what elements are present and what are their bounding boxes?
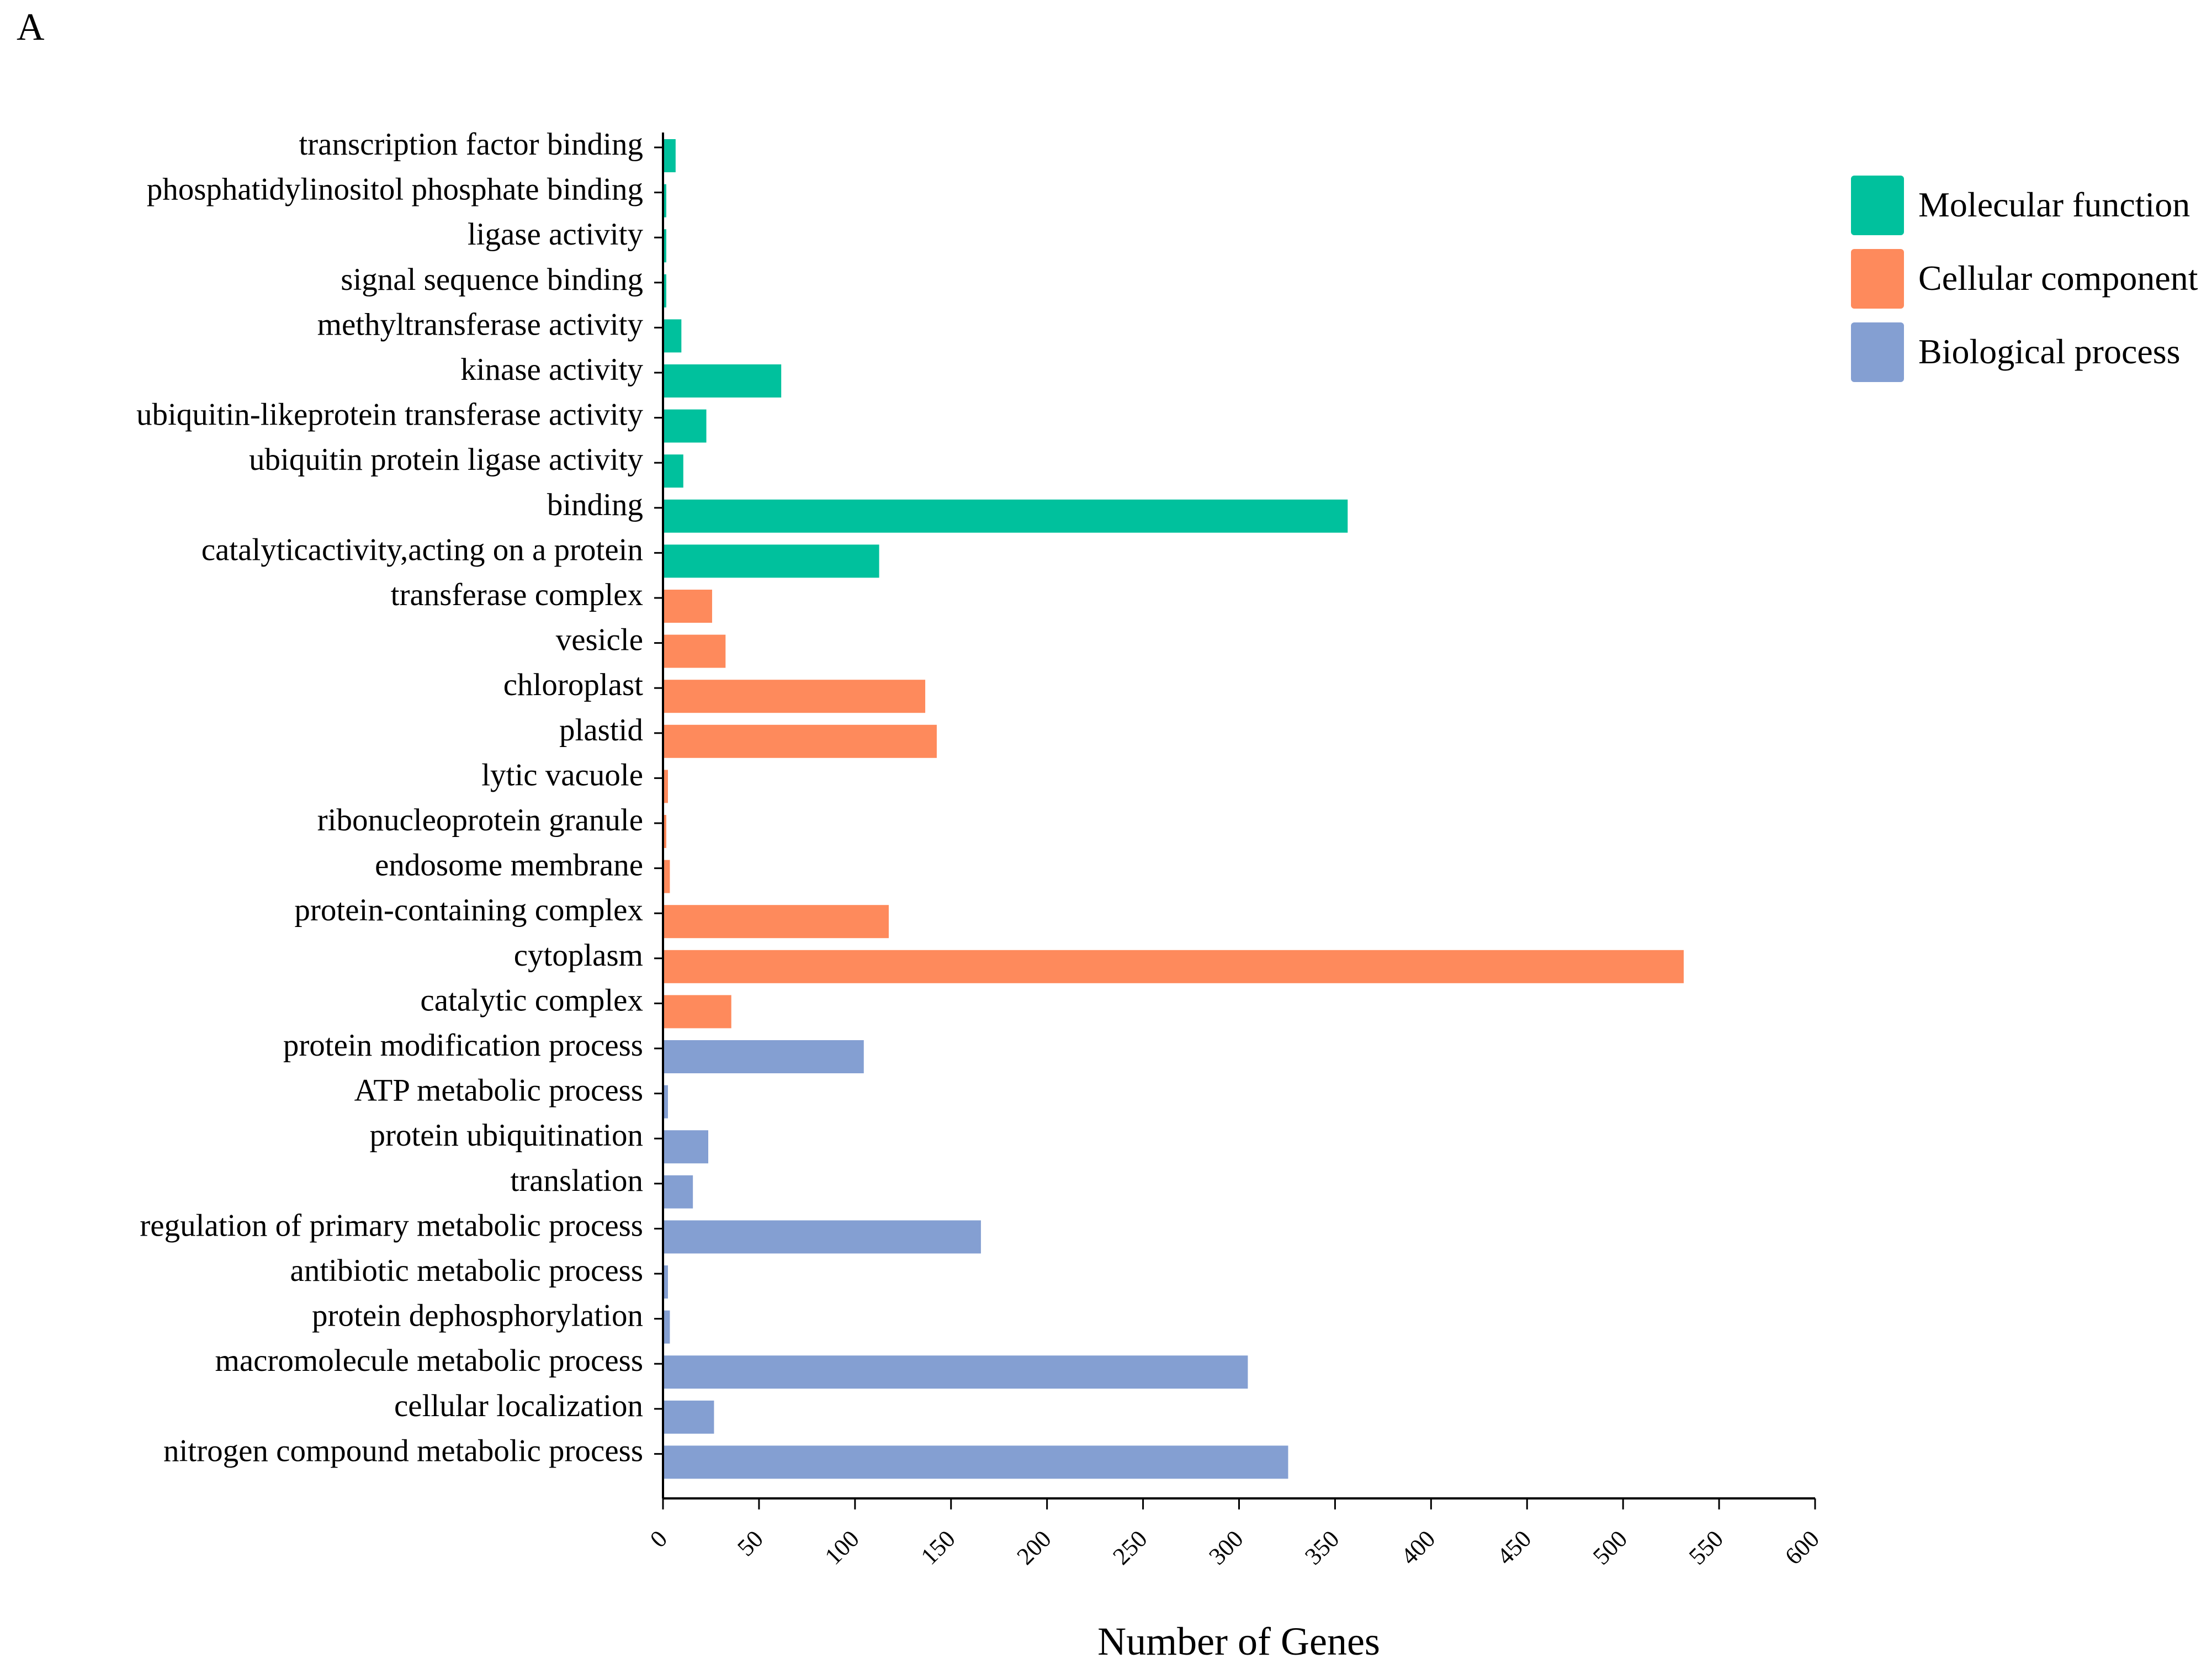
category-label: transcription factor binding [299,127,643,162]
x-tick-label: 600 [1780,1525,1824,1570]
category-label: ubiquitin protein ligase activity [249,442,643,477]
legend-label: Molecular function [1918,185,2190,224]
category-label: methyltransferase activity [317,307,644,342]
x-tick-label: 350 [1299,1525,1344,1570]
panel-label: A [17,6,45,49]
category-label: protein modification process [283,1028,643,1063]
x-tick-label: 150 [916,1525,961,1570]
bar-16 [664,860,670,893]
category-label: signal sequence binding [341,262,643,297]
category-label: transferase complex [391,577,643,612]
legend-swatch [1851,249,1904,309]
x-ticks: 0 50 100 150 200 250 300 350 400 450 500 550 600 [645,1498,1824,1570]
x-tick-label: 400 [1396,1525,1440,1570]
category-label: cellular localization [394,1389,643,1423]
category-label: translation [510,1163,643,1198]
category-label: macromolecule metabolic process [215,1343,643,1378]
x-axis-title: Number of Genes [1097,1619,1380,1663]
x-tick-label: 250 [1107,1525,1152,1570]
bar-18 [664,950,1684,983]
bar-0 [664,139,676,172]
axes-layer [662,133,1815,1500]
legend-swatch [1851,322,1904,382]
category-label: regulation of primary metabolic process [140,1208,643,1243]
bar-8 [664,499,1348,533]
category-label: plastid [559,713,643,748]
legend-swatch [1851,176,1904,235]
bar-17 [664,905,889,939]
bar-1 [664,184,666,218]
x-tick-label: 50 [732,1525,768,1561]
x-tick-label: 550 [1684,1525,1728,1570]
bar-5 [664,364,782,398]
bar-9 [664,544,879,578]
category-label: chloroplast [503,667,643,702]
bar-6 [664,409,707,443]
category-label: lytic vacuole [481,757,643,792]
bar-28 [664,1400,714,1434]
category-label: protein-containing complex [294,893,643,928]
x-tick-label: 200 [1011,1525,1056,1570]
bar-26 [664,1310,670,1344]
category-label: cytoplasm [514,938,643,973]
bar-27 [664,1355,1248,1389]
category-label: ubiquitin-likeprotein transferase activi… [136,398,644,432]
bars-layer [664,139,1684,1479]
bar-20 [664,1040,864,1073]
category-label: protein ubiquitination [369,1118,643,1153]
legend-label: Cellular component [1918,258,2198,298]
category-label: ATP metabolic process [354,1073,643,1108]
category-label: catalyticactivity,acting on a protein [201,532,643,567]
bar-10 [664,590,712,623]
category-label: phosphatidylinositol phosphate binding [147,172,643,207]
legend-label: Biological process [1918,332,2181,371]
category-label: kinase activity [460,352,643,387]
y-ticks: transcription factor binding phosphatidyl… [136,127,663,1468]
category-label: ribonucleoprotein granule [317,803,643,838]
bar-4 [664,319,682,353]
bar-14 [664,770,668,803]
bar-7 [664,454,683,488]
bar-3 [664,274,666,308]
bar-13 [664,724,937,758]
bar-12 [664,680,926,713]
bar-25 [664,1265,668,1299]
bar-19 [664,995,731,1029]
bar-2 [664,229,666,263]
category-label: antibiotic metabolic process [290,1253,643,1288]
category-label: catalytic complex [420,983,643,1018]
x-tick-label: 100 [820,1525,864,1570]
category-label: vesicle [556,623,643,658]
bar-15 [664,815,666,848]
bar-29 [664,1445,1288,1479]
category-label: ligase activity [468,217,644,252]
category-label: protein dephosphorylation [312,1299,643,1333]
x-tick-label: 500 [1588,1525,1632,1570]
category-label: nitrogen compound metabolic process [163,1433,643,1468]
bar-22 [664,1130,709,1164]
category-label: binding [547,488,643,522]
bar-11 [664,634,726,668]
category-label: endosome membrane [375,848,643,883]
x-tick-label: 450 [1492,1525,1536,1570]
x-tick-label: 300 [1203,1525,1248,1570]
legend: Molecular function Cellular component Biol… [1851,176,2198,382]
bar-23 [664,1175,693,1209]
bar-24 [664,1220,981,1254]
x-tick-label: 0 [645,1525,672,1553]
bar-21 [664,1085,668,1119]
